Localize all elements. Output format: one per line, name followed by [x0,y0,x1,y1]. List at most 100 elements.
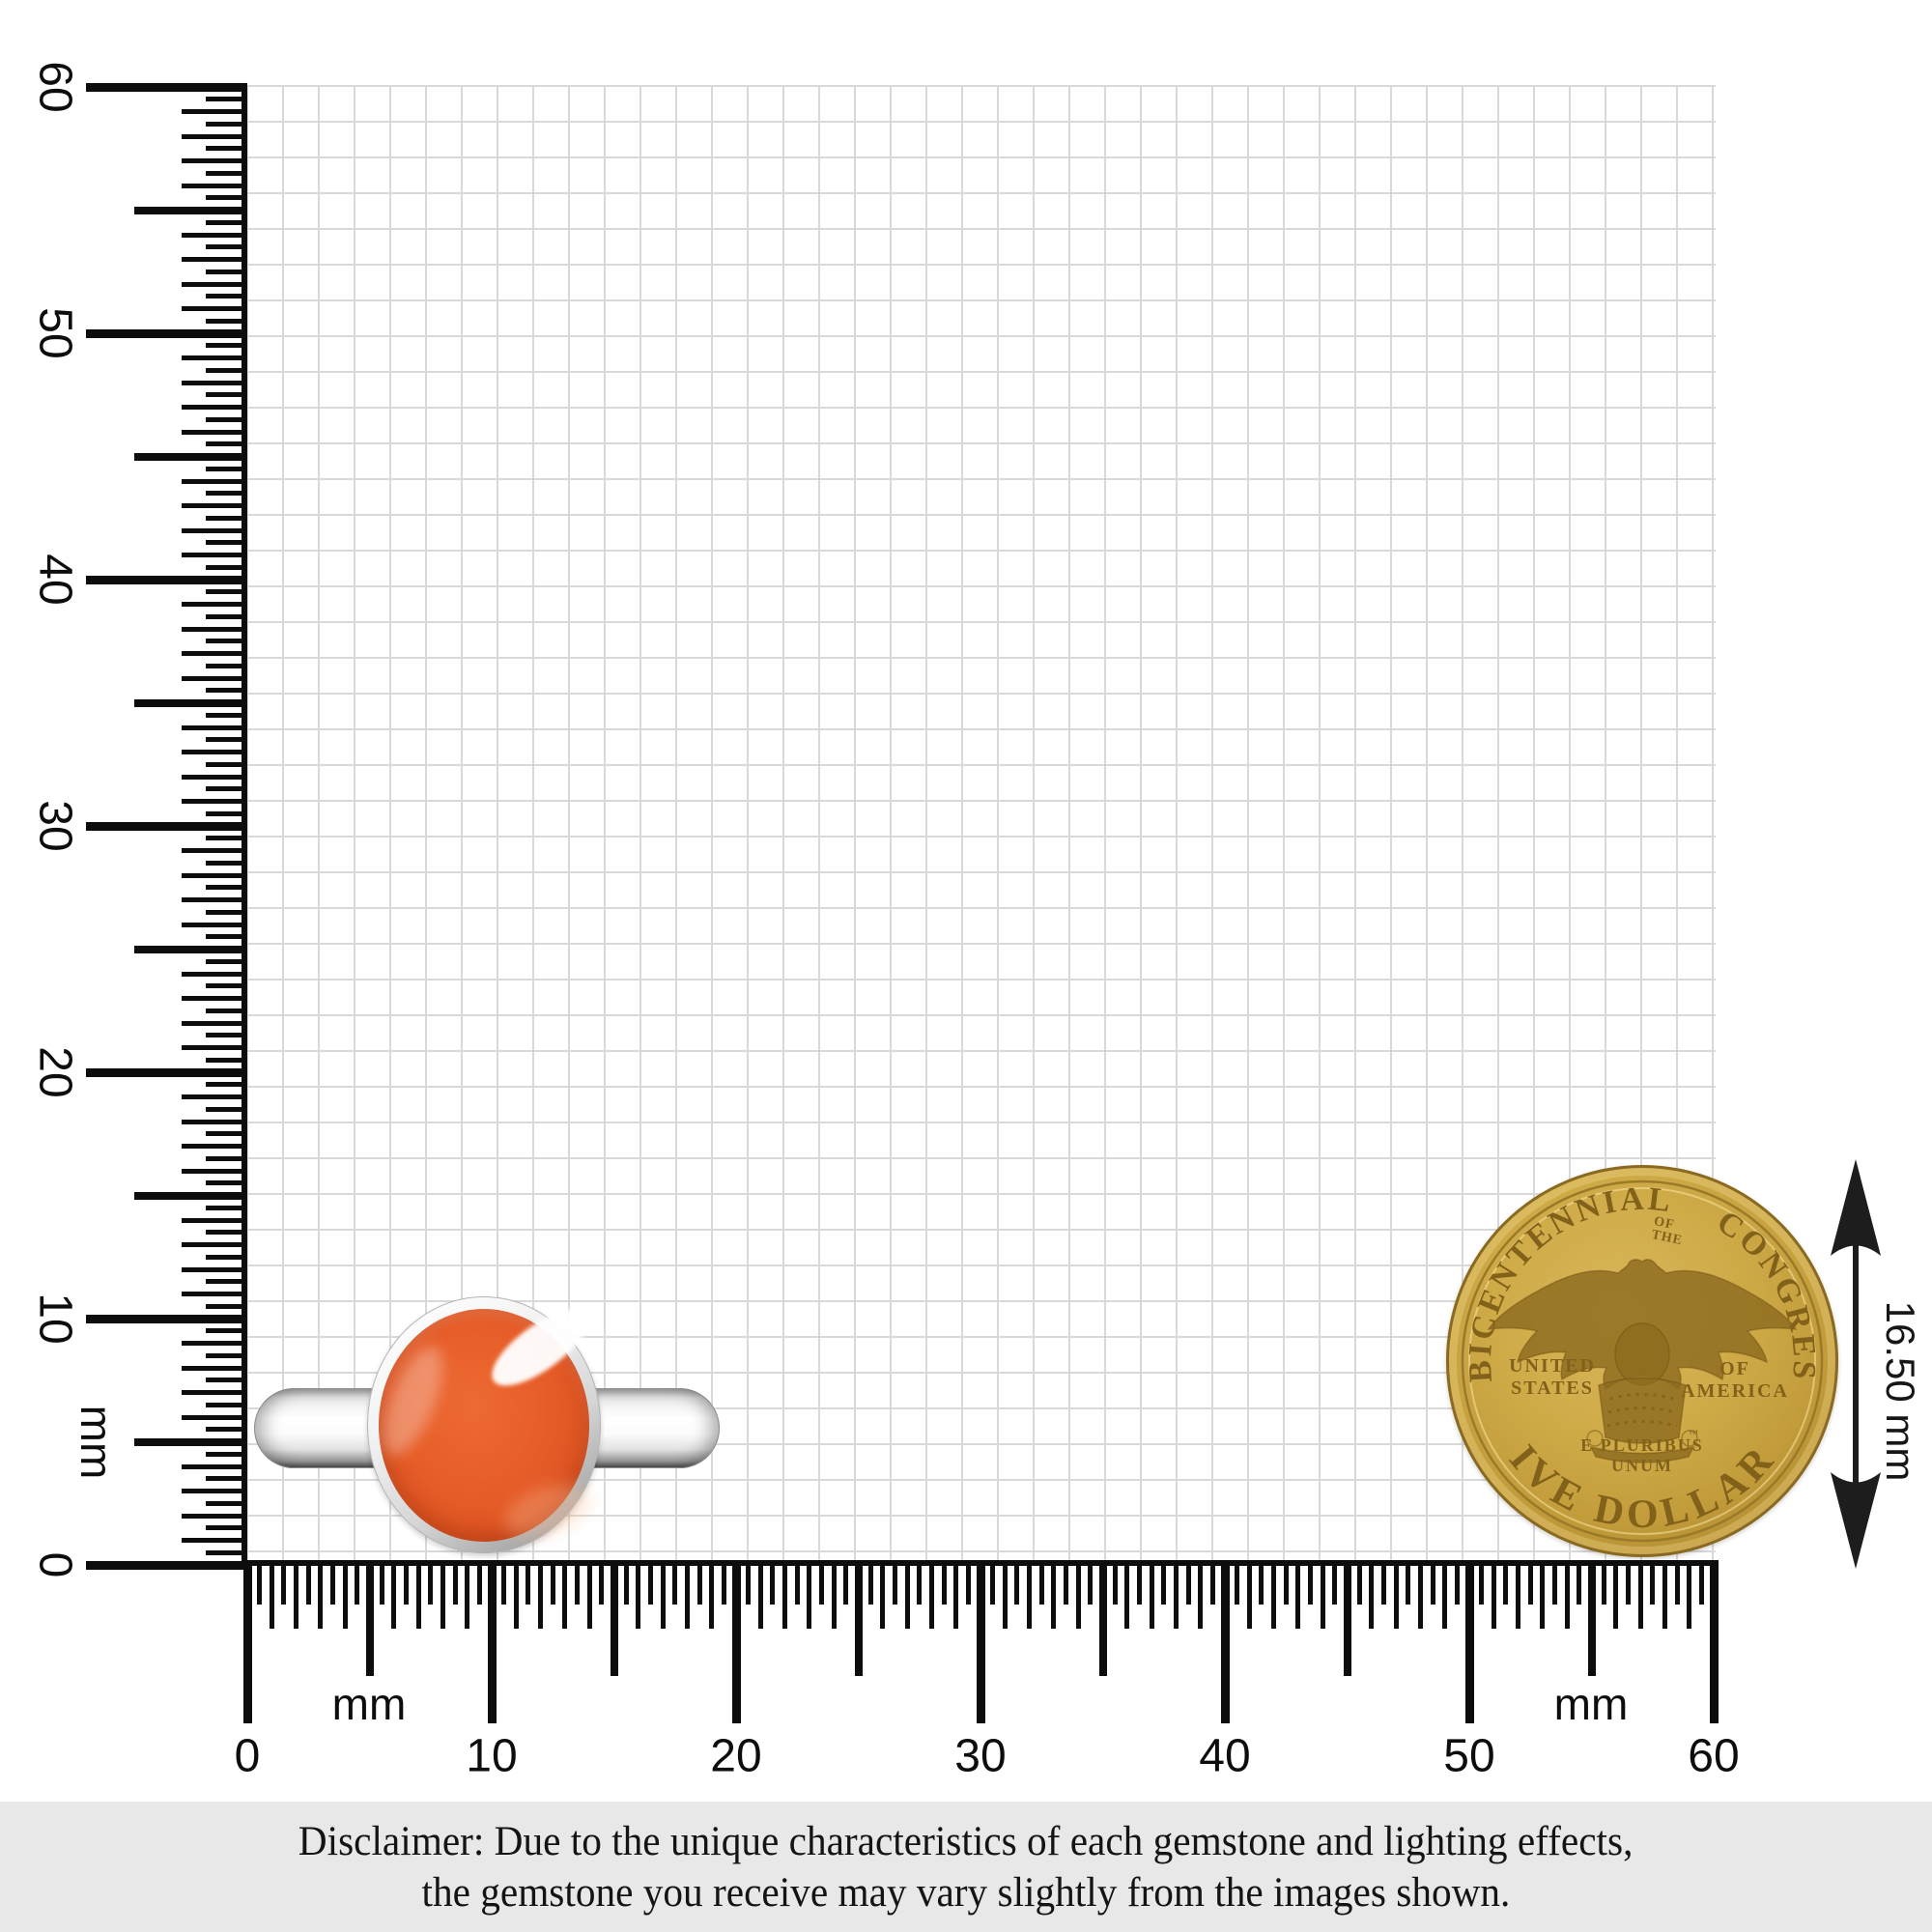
ruler-tick [892,1563,897,1605]
disclaimer-band: Disclaimer: Due to the unique characteri… [0,1802,1932,1932]
ruler-tick [487,1563,497,1723]
ruler-tick [182,1144,247,1149]
ruler-tick [1185,1563,1191,1605]
ruler-tick [182,897,247,902]
ruler-tick [206,688,247,694]
ruler-tick [206,1131,247,1137]
ruler-tick [206,1033,247,1038]
ruler-tick [206,1549,247,1555]
ruler-tick [1430,1563,1435,1605]
ruler-tick [182,996,247,1001]
ruler-tick [182,527,247,533]
double-arrow [1831,1159,1881,1569]
ruler-tick [206,416,247,422]
disclaimer-line-1: Disclaimer: Due to the unique characteri… [298,1818,1634,1864]
ruler-tick [206,1303,247,1309]
coin-text-united: UNITED [1509,1355,1596,1377]
ruler-tick [206,983,247,989]
ruler-tick [305,1563,311,1605]
ruler-tick [1112,1563,1118,1605]
ruler-tick [1503,1563,1509,1605]
horizontal-ruler-label-40: 40 [1199,1730,1251,1782]
ruler-tick [206,1205,247,1210]
ruler-tick [182,799,247,804]
ruler-tick [415,1563,421,1629]
horizontal-ruler-label-50: 50 [1443,1730,1495,1782]
ruler-tick [182,1168,247,1174]
ruler-tick [206,195,247,201]
ruler-tick [1173,1563,1179,1629]
ruler-tick [206,663,247,668]
ruler-tick [182,429,247,435]
ruler-tick [182,1292,247,1296]
ruler-tick [1479,1563,1485,1605]
ruler-tick [206,1378,247,1383]
coin-inner-rim [1461,1179,1824,1543]
ruler-tick [182,774,247,780]
ruler-tick [586,1563,592,1629]
ruler-tick [182,553,247,557]
ruler-tick [182,1266,247,1272]
vertical-ruler-unit: mm [71,1405,122,1480]
ruler-tick [1417,1563,1423,1629]
ruler-tick [1380,1563,1386,1605]
ruler-tick [731,1563,741,1723]
ruler-tick [867,1563,873,1605]
ruler-tick [1308,1563,1314,1605]
ruler-tick [1064,1563,1069,1605]
ruler-tick [182,872,247,878]
ruler-tick [182,1341,247,1346]
ruler-tick [86,1067,247,1077]
ruler-tick [206,441,247,447]
ruler-tick [182,1217,247,1223]
ruler-tick [1650,1563,1656,1605]
ruler-tick [182,1365,247,1371]
ruler-tick [1527,1563,1533,1605]
coin-text-e-pluribus: E PLURIBUS [1580,1435,1704,1455]
ruler-tick [134,452,247,461]
five-dollars-coin: BICENTENNIAL CONGRESS OF THE UNITED STAT… [1446,1165,1838,1557]
ruler-tick [770,1563,776,1605]
horizontal-ruler-unit-right: mm [1553,1679,1629,1729]
ruler-tick [1246,1563,1252,1629]
ruler-tick [1198,1563,1204,1629]
ruler-tick [757,1563,763,1629]
ruler-tick [904,1563,910,1629]
horizontal-ruler-unit-left: mm [331,1679,407,1729]
ruler-tick [1587,1563,1596,1676]
ruler-tick [1491,1563,1496,1629]
ruler-tick [182,355,247,360]
coin-trademark: ™ [1689,1429,1698,1439]
ruler-tick [134,1437,247,1446]
ruler-tick [182,158,247,163]
ruler-tick [182,1513,247,1519]
ruler-tick [1464,1563,1474,1723]
ruler-tick [636,1563,641,1629]
ruler-tick [182,1119,247,1124]
ruler-tick [1038,1563,1044,1605]
coin-text-of-america-1: OF [1719,1358,1750,1379]
ruler-tick [647,1563,653,1605]
ruler-tick [1552,1563,1558,1605]
ruler-tick [1161,1563,1167,1605]
ruler-tick [182,183,247,188]
ruler-tick [709,1563,715,1629]
ruler-tick [1014,1563,1020,1605]
ruler-tick [206,1328,247,1334]
vertical-ruler-label-0: 0 [29,1551,81,1578]
ruler-tick [206,540,247,546]
ruler-tick [1516,1563,1521,1629]
ruler-tick [206,934,247,940]
ruler-tick [206,121,247,127]
ruler-tick [831,1563,837,1629]
ruler-tick [182,503,247,508]
ruler-tick [1564,1563,1570,1629]
ruler-tick [134,206,247,214]
ruler-tick [1625,1563,1631,1605]
ruler-tick [182,478,247,484]
ruler-tick [206,1155,247,1161]
ruler-tick [1295,1563,1301,1629]
horizontal-ruler-label-30: 30 [954,1730,1007,1782]
ruler-tick [1220,1563,1230,1723]
ruler-tick [623,1563,629,1605]
